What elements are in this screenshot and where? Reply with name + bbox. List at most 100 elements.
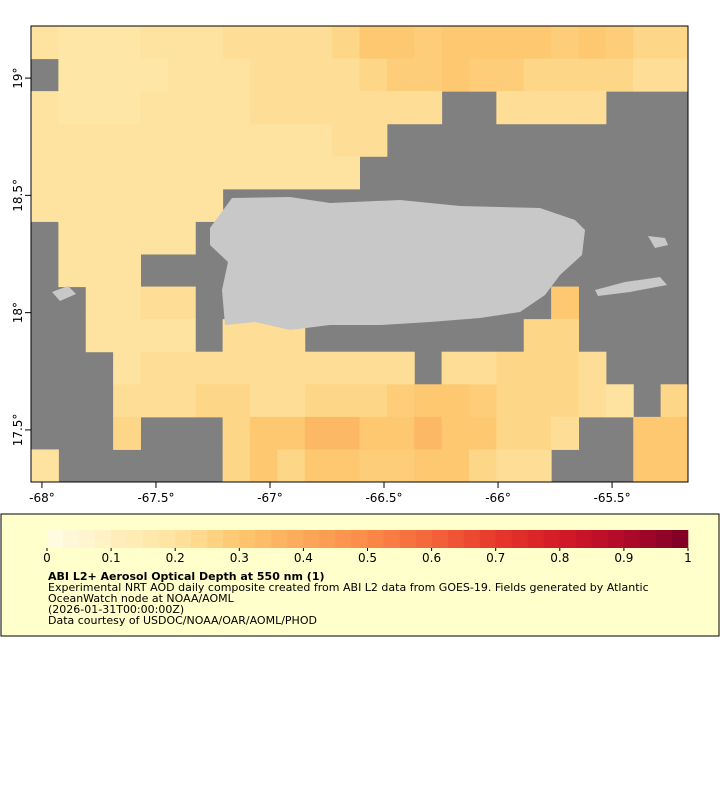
- aod-cell: [222, 351, 251, 385]
- aod-cell: [85, 26, 114, 60]
- aod-cell: [605, 26, 634, 60]
- aod-cell: [332, 91, 360, 125]
- aod-cell: [414, 449, 443, 483]
- aod-cell: [250, 91, 278, 125]
- aod-cell: [605, 384, 634, 418]
- aod-cell: [222, 416, 251, 450]
- aod-cell: [277, 58, 306, 92]
- colorbar-tick-label: 1: [684, 551, 692, 565]
- aod-cell: [140, 221, 169, 255]
- colorbar-step: [383, 530, 400, 548]
- aod-cell: [113, 156, 141, 190]
- aod-cell: [469, 26, 497, 60]
- y-tick-label: 19°: [11, 67, 25, 88]
- aod-cell: [551, 384, 579, 418]
- aod-cell: [58, 156, 87, 190]
- aod-cell: [414, 58, 443, 92]
- aod-cell: [359, 91, 388, 125]
- aod-cell: [113, 123, 141, 157]
- x-tick-label: -66.5°: [365, 491, 402, 505]
- aod-cell: [195, 384, 224, 418]
- y-tick-label: 18.5°: [11, 179, 25, 212]
- aod-cell: [277, 91, 306, 125]
- aod-cell: [523, 384, 552, 418]
- aod-cell: [113, 26, 141, 60]
- aod-cell: [250, 449, 278, 483]
- aod-cell: [113, 384, 141, 418]
- aod-cell: [414, 384, 443, 418]
- aod-cell: [113, 351, 141, 385]
- aod-cell: [250, 26, 278, 60]
- aod-cell: [222, 156, 251, 190]
- aod-cell: [332, 26, 360, 60]
- aod-cell: [469, 449, 497, 483]
- aod-cell: [195, 156, 224, 190]
- colorbar-tick-label: 0.3: [230, 551, 249, 565]
- aod-cell: [85, 221, 114, 255]
- colorbar-step: [399, 530, 416, 548]
- aod-cell: [605, 58, 634, 92]
- aod-cell: [195, 91, 224, 125]
- aod-cell: [441, 384, 470, 418]
- aod-cell: [359, 26, 388, 60]
- aod-cell: [332, 449, 360, 483]
- colorbar-step: [95, 530, 112, 548]
- aod-cell: [167, 221, 196, 255]
- mona-land: [52, 286, 76, 301]
- aod-cell: [332, 384, 360, 418]
- aod-cell: [551, 58, 579, 92]
- aod-cell: [523, 319, 552, 353]
- colorbar-step: [575, 530, 593, 548]
- aod-cell: [304, 123, 333, 157]
- colorbar-step: [495, 530, 513, 548]
- aod-cell: [332, 416, 360, 450]
- aod-cell: [332, 123, 360, 157]
- aod-cell: [441, 58, 470, 92]
- aod-cell: [167, 58, 196, 92]
- aod-cell: [222, 449, 251, 483]
- aod-cell: [250, 123, 278, 157]
- aod-cell: [250, 351, 278, 385]
- aod-cell: [359, 384, 388, 418]
- colorbar-step: [655, 530, 673, 548]
- aod-cell: [277, 384, 306, 418]
- colorbar-step: [287, 530, 304, 548]
- colorbar-tick-label: 0.6: [422, 551, 441, 565]
- colorbar-step: [351, 530, 368, 548]
- colorbar-tick-label: 0.8: [550, 551, 569, 565]
- aod-cell: [496, 58, 525, 92]
- legend-line: Data courtesy of USDOC/NOAA/OAR/AOML/PHO…: [48, 614, 317, 627]
- aod-cell: [496, 91, 525, 125]
- colorbar-step: [543, 530, 561, 548]
- colorbar-step: [255, 530, 272, 548]
- colorbar-tick-label: 0.2: [166, 551, 185, 565]
- colorbar-tick-label: 0.7: [486, 551, 505, 565]
- colorbar-step: [335, 530, 352, 548]
- x-tick-label: -68°: [29, 491, 55, 505]
- colorbar-tick-label: 0.4: [294, 551, 313, 565]
- colorbar-step: [143, 530, 160, 548]
- colorbar-step: [271, 530, 288, 548]
- aod-cell: [414, 416, 443, 450]
- aod-cell: [167, 123, 196, 157]
- aod-cell: [660, 58, 689, 92]
- aod-cell: [304, 384, 333, 418]
- aod-cell: [578, 58, 607, 92]
- aod-cell: [277, 156, 306, 190]
- aod-cell: [578, 351, 607, 385]
- legend-title: ABI L2+ Aerosol Optical Depth at 550 nm …: [48, 570, 325, 583]
- aod-cell: [359, 58, 388, 92]
- aod-cell: [633, 58, 662, 92]
- aod-cell: [85, 123, 114, 157]
- aod-cell: [113, 286, 141, 320]
- aod-cell: [167, 156, 196, 190]
- colorbar-step: [111, 530, 128, 548]
- plot-frame: [30, 25, 689, 483]
- aod-cell: [140, 58, 169, 92]
- aod-cell: [277, 26, 306, 60]
- aod-cell: [469, 416, 497, 450]
- aod-cell: [660, 26, 689, 60]
- aod-cell: [660, 384, 689, 418]
- aod-cell: [140, 156, 169, 190]
